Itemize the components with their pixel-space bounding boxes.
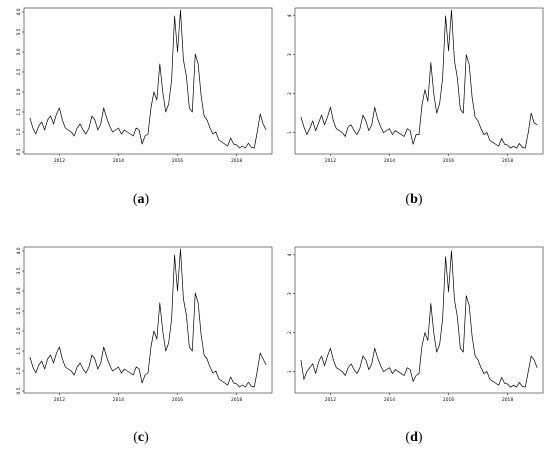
x-tick-label: 2016 (443, 158, 454, 164)
x-tick-label: 2018 (502, 397, 513, 403)
chart-svg-c: 2012 2014 2016 2018 0.5 1.0 1.5 2.0 2.5 3.0 3.5 4.0 (16, 246, 273, 403)
caption-d: (d) (405, 430, 423, 445)
x-tick-label: 2012 (54, 397, 65, 403)
y-tick-label: 4.0 (16, 247, 22, 254)
y-tick-label: 1 (287, 370, 293, 373)
series-line (29, 248, 267, 388)
plot-frame (294, 246, 544, 394)
caption-a: (a) (132, 192, 150, 207)
caption-c-letter: c (137, 430, 145, 445)
y-tick-label: 2.5 (16, 68, 22, 75)
y-tick-label: 3.0 (16, 287, 22, 294)
x-tick-label: 2018 (231, 397, 242, 403)
plot-frame (294, 7, 544, 155)
y-tick-label: 3 (287, 292, 293, 295)
caption-d-letter: d (410, 430, 418, 445)
y-tick-label: 3.5 (16, 28, 22, 35)
y-tick-label: 1.0 (16, 128, 22, 135)
plot-frame (23, 246, 273, 394)
x-tick-label: 2018 (502, 158, 513, 164)
y-tick-label: 4 (287, 14, 293, 17)
y-tick-label: 0.5 (16, 387, 22, 394)
caption-b-letter: b (410, 192, 418, 207)
y-tick-label: 1.5 (16, 108, 22, 115)
x-tick-label: 2016 (172, 158, 183, 164)
x-tick-label: 2014 (113, 397, 124, 403)
y-tick-label: 2 (287, 331, 293, 334)
y-tick-label: 2.0 (16, 88, 22, 95)
series-line (29, 9, 267, 149)
series-line (300, 250, 538, 388)
y-tick-label: 2.5 (16, 307, 22, 314)
plot-frame (23, 7, 273, 155)
y-tick-label: 1 (287, 131, 293, 134)
series-line (300, 9, 538, 149)
y-tick-label: 0.5 (16, 148, 22, 155)
chart-svg-d: 2012 2014 2016 2018 1 2 3 4 (287, 246, 544, 403)
x-tick-label: 2012 (325, 158, 336, 164)
x-tick-label: 2014 (384, 397, 395, 403)
caption-c: (c) (133, 430, 149, 445)
y-tick-label: 2 (287, 92, 293, 95)
chart-svg-b: 2012 2014 2016 2018 1 2 3 4 (287, 7, 544, 164)
x-tick-label: 2018 (231, 158, 242, 164)
x-tick-label: 2014 (113, 158, 124, 164)
chart-svg-a: 2012 2014 2016 2018 0.5 1.0 1.5 2.0 2.5 3.0 3.5 4.0 (16, 7, 273, 164)
caption-a-letter: a (137, 192, 145, 207)
y-tick-label: 4 (287, 253, 293, 256)
y-tick-label: 4.0 (16, 8, 22, 15)
y-tick-label: 2.0 (16, 327, 22, 334)
y-tick-label: 3.5 (16, 267, 22, 274)
y-tick-label: 1.5 (16, 347, 22, 354)
x-tick-label: 2014 (384, 158, 395, 164)
y-tick-label: 3.0 (16, 48, 22, 55)
x-tick-label: 2016 (172, 397, 183, 403)
y-tick-label: 1.0 (16, 367, 22, 374)
x-tick-label: 2016 (443, 397, 454, 403)
y-tick-label: 3 (287, 53, 293, 56)
x-tick-label: 2012 (54, 158, 65, 164)
caption-b: (b) (405, 192, 423, 207)
x-tick-label: 2012 (325, 397, 336, 403)
